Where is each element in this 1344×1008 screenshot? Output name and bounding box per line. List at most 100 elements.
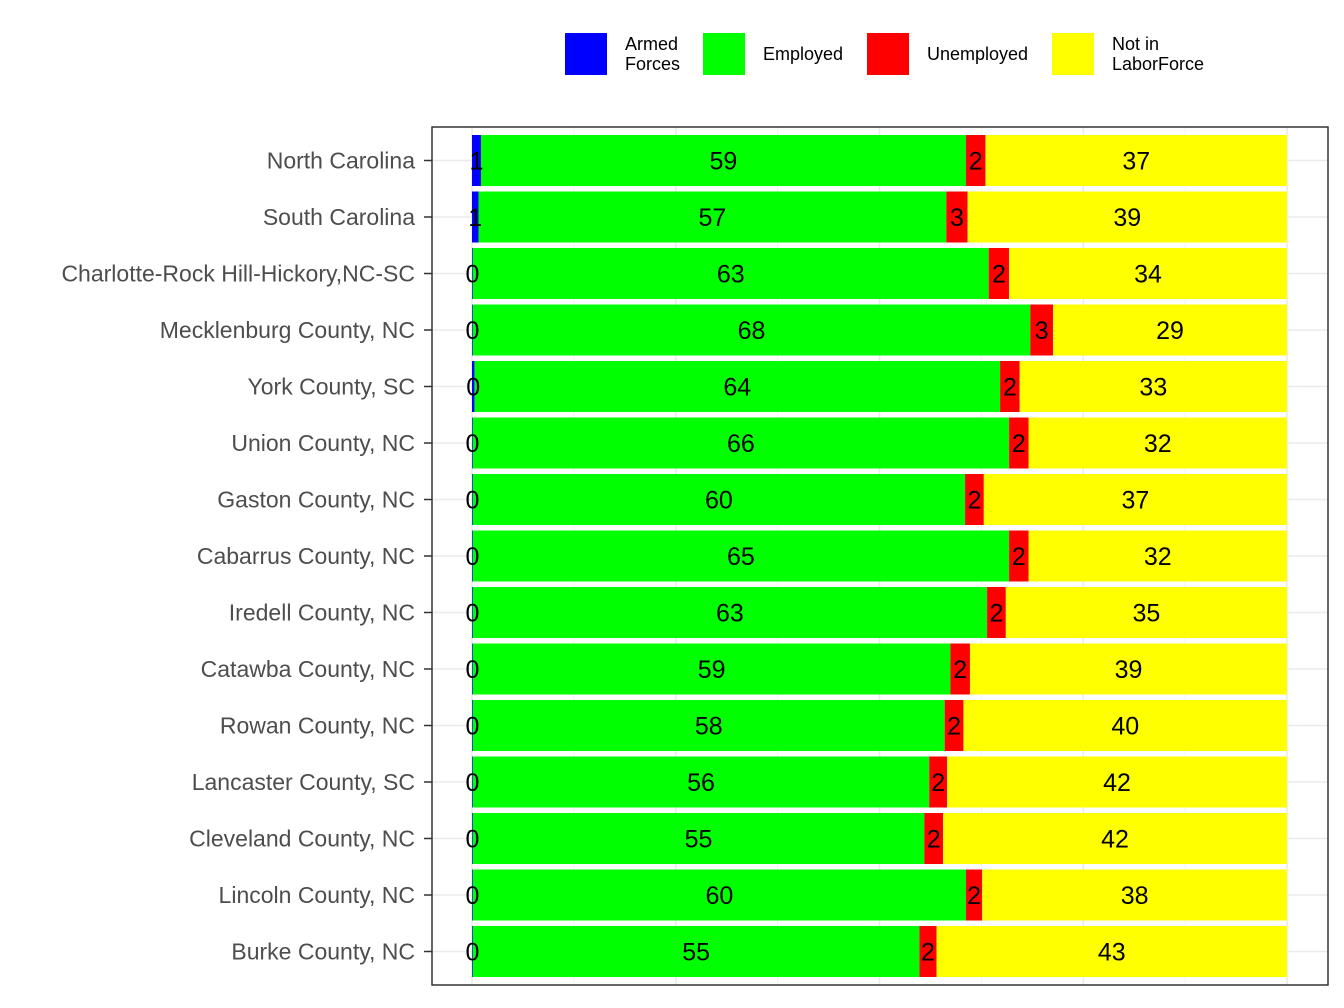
y-tick-label: Cleveland County, NC bbox=[189, 826, 415, 852]
y-tick-label: South Carolina bbox=[263, 204, 415, 230]
bar-segment bbox=[472, 587, 473, 638]
bar-segment bbox=[472, 248, 473, 299]
bar-segment bbox=[472, 361, 475, 412]
legend-key bbox=[1052, 33, 1094, 75]
bar-value-label: 55 bbox=[682, 939, 710, 967]
bar-value-label: 2 bbox=[931, 769, 945, 797]
bar-value-label: 40 bbox=[1111, 713, 1139, 741]
bar-value-label: 0 bbox=[465, 713, 479, 741]
bar-value-label: 59 bbox=[710, 148, 738, 176]
bar-value-label: 57 bbox=[699, 204, 727, 232]
bar-value-label: 42 bbox=[1103, 769, 1131, 797]
bar-segment bbox=[472, 700, 473, 751]
bar-segment bbox=[944, 700, 964, 751]
bar-segment bbox=[472, 643, 951, 695]
bar-segment bbox=[988, 248, 1010, 299]
y-tick-label: Catawba County, NC bbox=[201, 656, 415, 682]
bar-segment bbox=[472, 530, 1010, 582]
bar-segment bbox=[472, 926, 920, 977]
bar-value-label: 33 bbox=[1139, 374, 1167, 402]
legend-item: Armed Forces bbox=[565, 33, 680, 75]
legend-label: Unemployed bbox=[927, 44, 1028, 64]
bar-segment bbox=[472, 869, 473, 921]
bar-value-label: 0 bbox=[465, 600, 479, 628]
legend-item: Employed bbox=[703, 33, 843, 75]
bar-segment bbox=[472, 756, 930, 808]
bar-value-label: 29 bbox=[1156, 317, 1184, 345]
bar-value-label: 2 bbox=[989, 600, 1003, 628]
bar-value-label: 0 bbox=[465, 487, 479, 515]
bar-value-label: 0 bbox=[465, 656, 479, 684]
legend-key bbox=[703, 33, 745, 75]
bar-segment bbox=[472, 474, 473, 525]
y-tick-label: Lancaster County, SC bbox=[192, 769, 415, 795]
y-tick-label: Mecklenburg County, NC bbox=[160, 317, 415, 343]
bar-value-label: 1 bbox=[468, 204, 482, 232]
bar-segment bbox=[965, 474, 984, 525]
bar-segment bbox=[472, 417, 1010, 469]
y-tick-label: York County, SC bbox=[248, 374, 415, 400]
bar-value-label: 2 bbox=[921, 939, 935, 967]
bar-segment bbox=[472, 417, 473, 469]
bar-value-label: 32 bbox=[1144, 543, 1172, 571]
bar-value-label: 2 bbox=[1003, 374, 1017, 402]
y-tick-label: Burke County, NC bbox=[231, 939, 415, 965]
legend-key bbox=[565, 33, 607, 75]
bar-segment bbox=[936, 926, 1287, 977]
bar-value-label: 0 bbox=[465, 430, 479, 458]
bar-segment bbox=[472, 530, 473, 582]
bar-value-label: 0 bbox=[466, 374, 480, 402]
bar-value-label: 56 bbox=[687, 769, 715, 797]
bar-segment bbox=[474, 361, 1001, 412]
bar-segment bbox=[965, 869, 983, 921]
bar-value-label: 39 bbox=[1115, 656, 1143, 684]
bar-value-label: 2 bbox=[967, 487, 981, 515]
legend-label: Armed Forces bbox=[625, 34, 680, 74]
bar-value-label: 59 bbox=[698, 656, 726, 684]
bar-segment bbox=[472, 756, 473, 808]
legend-item: Not in LaborForce bbox=[1052, 33, 1204, 75]
bar-segment bbox=[1019, 361, 1287, 412]
bar-segment bbox=[472, 474, 966, 525]
legend-item: Unemployed bbox=[867, 33, 1028, 75]
legend-label: Employed bbox=[763, 44, 843, 64]
bar-value-label: 2 bbox=[1012, 430, 1026, 458]
bar-value-label: 66 bbox=[727, 430, 755, 458]
bar-segment bbox=[472, 643, 473, 695]
bar-segment bbox=[947, 756, 1287, 808]
bar-segment bbox=[1028, 530, 1287, 582]
bar-value-label: 38 bbox=[1121, 882, 1149, 910]
bar-value-label: 58 bbox=[695, 713, 723, 741]
bar-segment bbox=[472, 191, 479, 243]
bar-value-label: 3 bbox=[1035, 317, 1049, 345]
bar-segment bbox=[946, 191, 968, 243]
y-tick-label: Gaston County, NC bbox=[217, 487, 415, 513]
bar-segment bbox=[472, 135, 481, 186]
bar-value-label: 0 bbox=[465, 543, 479, 571]
bar-segment bbox=[1009, 248, 1287, 299]
bar-value-label: 55 bbox=[685, 826, 713, 854]
bar-value-label: 3 bbox=[950, 204, 964, 232]
bar-segment bbox=[472, 248, 989, 299]
bar-segment bbox=[1000, 361, 1020, 412]
bar-segment bbox=[969, 643, 1287, 695]
bar-value-label: 60 bbox=[705, 487, 733, 515]
bar-labels: 1 59 2 37 1 57 3 39 0 63 2 34 0 68 3 29 0 64 2 33 0 66 2 32 0 60 2… bbox=[465, 148, 1183, 967]
bar-segment bbox=[472, 813, 925, 864]
bar-segment bbox=[480, 135, 966, 186]
bar-segment bbox=[1005, 587, 1287, 638]
bar-value-label: 1 bbox=[470, 148, 484, 176]
bar-segment bbox=[472, 813, 473, 864]
bar-value-label: 0 bbox=[465, 317, 479, 345]
bar-segment bbox=[1009, 417, 1029, 469]
bar-value-label: 65 bbox=[727, 543, 755, 571]
bar-value-label: 60 bbox=[705, 882, 733, 910]
bar-value-label: 64 bbox=[723, 374, 751, 402]
bar-segment bbox=[472, 869, 966, 921]
bar-value-label: 2 bbox=[953, 656, 967, 684]
bar-value-label: 32 bbox=[1144, 430, 1172, 458]
bar-segment bbox=[472, 304, 473, 356]
bar-value-label: 2 bbox=[967, 882, 981, 910]
bar-value-label: 0 bbox=[465, 769, 479, 797]
